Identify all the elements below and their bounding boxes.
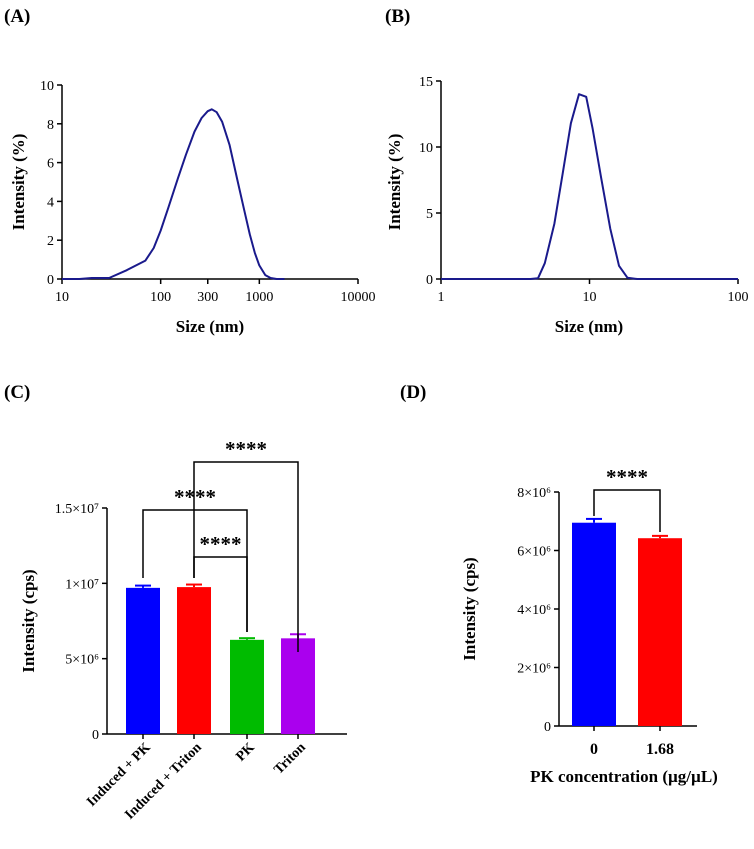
panel-b-line-chart: 0 5 10 15 1 10 100 Intensity (%) Size (nm) <box>385 75 749 336</box>
panela-x-tick-label: 10 <box>55 290 69 305</box>
panelb-y-tick-label: 10 <box>419 141 433 156</box>
significance-bracket <box>193 556 248 632</box>
category-label: PK <box>233 740 257 764</box>
panelc-y-tick-label: 1×10⁷ <box>65 577 99 592</box>
panelb-y-tick-label: 0 <box>426 273 433 288</box>
panelb-x-tick-label: 100 <box>728 290 749 305</box>
panel-label-a: (A) <box>4 6 30 27</box>
paneld-y-tick-label: 6×10⁶ <box>517 545 551 560</box>
panelb-x-tick-label: 1 <box>438 290 445 305</box>
panela-x-tick-label: 10000 <box>341 290 376 305</box>
significance-label: **** <box>606 465 648 489</box>
panela-y-tick-label: 10 <box>40 79 54 94</box>
paneld-y-tick-label: 0 <box>544 720 551 735</box>
category-label: 0 <box>590 741 598 758</box>
panelb-x-tick-label: 10 <box>583 290 597 305</box>
panel-label-d: (D) <box>400 382 426 403</box>
panel-c-y-axis-title: Intensity (cps) <box>19 569 38 672</box>
panelc-y-tick-label: 5×10⁶ <box>65 653 99 668</box>
bar-triton <box>281 638 315 734</box>
panela-x-tick-label: 300 <box>197 290 218 305</box>
panel-a-y-axis-title: Intensity (%) <box>9 134 28 231</box>
paneld-y-tick-label: 4×10⁶ <box>517 603 551 618</box>
bar-0 <box>572 522 616 726</box>
significance-label: **** <box>225 437 267 461</box>
bar-induced-triton <box>177 587 211 734</box>
bar-1-68 <box>638 538 682 726</box>
panela-x-tick-label: 1000 <box>245 290 273 305</box>
panel-label-c: (C) <box>4 382 30 403</box>
panelb-y-tick-label: 15 <box>419 75 433 90</box>
panel-label-b: (B) <box>385 6 410 27</box>
category-label: Triton <box>271 740 309 778</box>
panelc-y-tick-label: 1.5×10⁷ <box>55 502 99 517</box>
panelb-y-tick-label: 5 <box>426 207 433 222</box>
panela-y-tick-label: 8 <box>47 118 54 133</box>
panel-b-x-axis-title: Size (nm) <box>555 317 623 336</box>
bar-pk <box>230 639 264 734</box>
panel-a-x-axis-title: Size (nm) <box>176 317 244 336</box>
panel-b-size-distribution-line <box>441 93 738 280</box>
panela-y-tick-label: 2 <box>47 234 54 249</box>
panel-d-x-axis-title: PK concentration (µg/µL) <box>530 767 718 786</box>
panel-d-y-axis-title: Intensity (cps) <box>460 557 479 660</box>
significance-bracket <box>193 461 299 652</box>
panela-y-tick-label: 0 <box>47 273 54 288</box>
significance-label: **** <box>200 532 242 556</box>
paneld-y-tick-label: 8×10⁶ <box>517 486 551 501</box>
panel-b-y-axis-title: Intensity (%) <box>385 134 404 231</box>
panela-y-tick-label: 4 <box>47 195 54 210</box>
significance-bracket <box>593 489 661 532</box>
panel-d-bar-chart: 0 2×10⁶ 4×10⁶ 6×10⁶ 8×10⁶ 0 1.68 **** Intensi… <box>460 465 718 786</box>
bar-induced-pk <box>126 587 160 734</box>
panela-x-tick-label: 100 <box>150 290 171 305</box>
panel-a-size-distribution-line <box>62 108 285 280</box>
paneld-y-tick-label: 2×10⁶ <box>517 662 551 677</box>
panelc-y-tick-label: 0 <box>92 728 99 743</box>
significance-label: **** <box>174 485 216 509</box>
category-label: 1.68 <box>646 741 674 758</box>
panela-y-tick-label: 6 <box>47 157 54 172</box>
